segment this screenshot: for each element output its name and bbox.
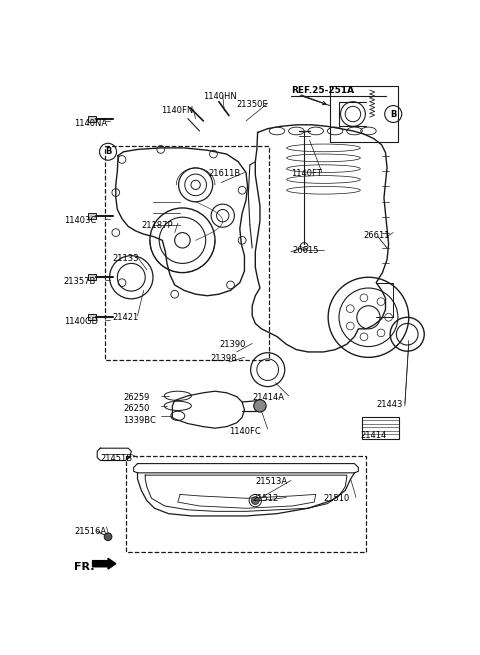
Circle shape bbox=[252, 496, 259, 504]
Text: 21611B: 21611B bbox=[209, 170, 241, 178]
Circle shape bbox=[254, 400, 266, 412]
Bar bbox=[330, 86, 398, 141]
Text: 26259: 26259 bbox=[123, 393, 150, 402]
Text: 21390: 21390 bbox=[220, 341, 246, 349]
Bar bbox=[88, 213, 96, 219]
Text: 21414A: 21414A bbox=[252, 393, 284, 402]
Bar bbox=[105, 146, 269, 360]
Text: 26611: 26611 bbox=[364, 231, 390, 240]
Text: 21357B: 21357B bbox=[64, 277, 96, 286]
Text: 1140NA: 1140NA bbox=[74, 119, 107, 128]
Text: 21414: 21414 bbox=[360, 431, 387, 440]
Text: 21398: 21398 bbox=[210, 354, 237, 364]
Text: 21443: 21443 bbox=[376, 400, 403, 409]
Text: 21350E: 21350E bbox=[237, 100, 268, 109]
Text: B: B bbox=[390, 109, 396, 119]
Bar bbox=[88, 274, 96, 280]
Text: 1140FN: 1140FN bbox=[161, 105, 193, 115]
Text: B: B bbox=[105, 147, 111, 157]
Text: 21451B: 21451B bbox=[100, 455, 132, 463]
Text: 11403C: 11403C bbox=[64, 215, 96, 225]
Circle shape bbox=[104, 533, 112, 540]
Text: REF.25-251A: REF.25-251A bbox=[291, 86, 354, 95]
FancyArrow shape bbox=[93, 558, 116, 569]
Text: 21187P: 21187P bbox=[142, 221, 173, 230]
Text: 1140HN: 1140HN bbox=[204, 92, 237, 102]
Text: 26250: 26250 bbox=[123, 404, 150, 413]
Text: 21510: 21510 bbox=[324, 495, 350, 504]
Text: 1140GD: 1140GD bbox=[64, 317, 98, 326]
Text: 21513A: 21513A bbox=[255, 477, 288, 487]
Bar bbox=[362, 417, 399, 439]
Text: 1339BC: 1339BC bbox=[123, 416, 156, 425]
Bar bbox=[88, 314, 96, 320]
Text: 1140FC: 1140FC bbox=[229, 426, 261, 436]
Text: 1140FT: 1140FT bbox=[291, 170, 322, 178]
Text: FR.: FR. bbox=[74, 562, 95, 572]
Text: 21512: 21512 bbox=[252, 495, 278, 504]
Text: 21421: 21421 bbox=[113, 314, 139, 322]
Text: 21133: 21133 bbox=[113, 254, 139, 263]
Text: 21516A: 21516A bbox=[74, 527, 106, 536]
Text: 26615: 26615 bbox=[292, 246, 319, 255]
Bar bbox=[126, 456, 366, 552]
Bar bbox=[88, 115, 96, 122]
